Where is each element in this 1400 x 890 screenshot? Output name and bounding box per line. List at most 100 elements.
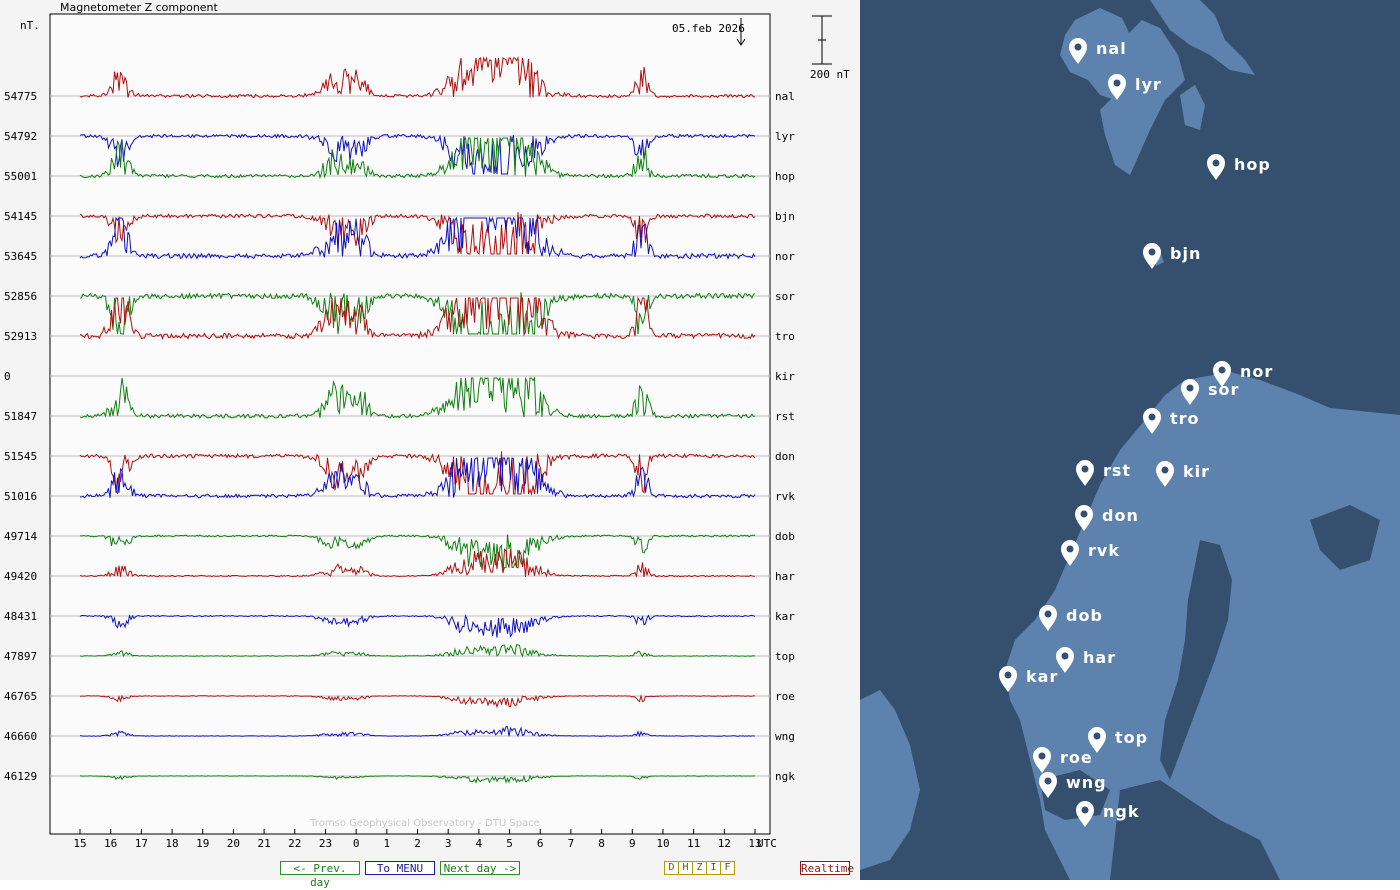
- nordaustlandet-land: [1150, 0, 1255, 75]
- map-pin-hole: [1218, 366, 1226, 374]
- station-trace-lyr: [79, 133, 756, 175]
- x-tick-label: 2: [414, 837, 421, 850]
- station-code-label: kir: [775, 370, 795, 383]
- chart-title: Magnetometer Z component: [60, 1, 219, 14]
- station-pin-nal[interactable]: nal: [1069, 38, 1127, 64]
- station-trace-nal: [79, 56, 756, 99]
- station-pin-hop[interactable]: hop: [1207, 154, 1271, 180]
- station-pin-ngk[interactable]: ngk: [1076, 801, 1139, 827]
- station-code-label: don: [775, 450, 795, 463]
- baseline-value-label: 51847: [4, 410, 37, 423]
- station-map-label: har: [1083, 648, 1116, 667]
- station-map-label: tro: [1170, 409, 1200, 428]
- component-i-button[interactable]: I: [707, 862, 721, 874]
- x-ticks-group: 15 16 17 18 19 20 21 22 23 0 1 2 3 4 5 6 7 8 9 10 11 12 13: [73, 829, 762, 850]
- map-pin-hole: [1066, 545, 1074, 553]
- x-tick-label: 15: [73, 837, 86, 850]
- baseline-value-label: 0: [4, 370, 11, 383]
- x-tick-label: 4: [476, 837, 483, 850]
- map-pin-icon: [1181, 379, 1199, 405]
- x-tick-label: 11: [687, 837, 700, 850]
- map-pin-icon: [1143, 408, 1161, 434]
- component-z-button[interactable]: Z: [693, 862, 707, 874]
- map-pin-icon: [1076, 801, 1094, 827]
- station-pin-sor[interactable]: sor: [1181, 379, 1239, 405]
- map-pin-icon: [1207, 154, 1225, 180]
- baseline-value-label: 46660: [4, 730, 37, 743]
- station-pin-rst[interactable]: rst: [1076, 460, 1131, 486]
- station-pin-lyr[interactable]: lyr: [1108, 74, 1162, 100]
- x-tick-label: 13: [748, 837, 761, 850]
- map-pin-hole: [1044, 777, 1052, 785]
- station-code-label: wng: [775, 730, 795, 743]
- station-trace-hop: [79, 136, 756, 180]
- x-tick-label: 18: [165, 837, 178, 850]
- station-map-label: wng: [1066, 773, 1107, 792]
- map-pin-hole: [1186, 384, 1194, 392]
- x-tick-label: 19: [196, 837, 209, 850]
- station-pin-bjn[interactable]: bjn: [1143, 243, 1201, 269]
- next-day-button[interactable]: Next day ->: [440, 861, 520, 875]
- realtime-button[interactable]: Realtime: [800, 861, 854, 875]
- station-trace-har: [79, 548, 756, 578]
- map-pin-hole: [1113, 79, 1121, 87]
- station-pin-kir[interactable]: kir: [1156, 461, 1210, 487]
- station-pin-rvk[interactable]: rvk: [1061, 540, 1120, 566]
- station-pin-roe[interactable]: roe: [1033, 747, 1093, 773]
- map-pin-hole: [1148, 413, 1156, 421]
- station-code-label: tro: [775, 330, 795, 343]
- x-tick-label: 7: [568, 837, 575, 850]
- map-pin-hole: [1081, 465, 1089, 473]
- station-pin-nor[interactable]: nor: [1213, 361, 1273, 387]
- station-trace-roe: [79, 694, 756, 709]
- station-pin-top[interactable]: top: [1088, 727, 1148, 753]
- station-map-label: ngk: [1103, 802, 1139, 821]
- x-tick-label: 21: [257, 837, 270, 850]
- component-d-button[interactable]: D: [665, 862, 679, 874]
- baseline-value-label: 47897: [4, 650, 37, 663]
- station-pin-dob[interactable]: dob: [1039, 605, 1103, 631]
- map-pin-icon: [1075, 505, 1093, 531]
- map-pin-hole: [1148, 248, 1156, 256]
- station-trace-rvk: [79, 457, 756, 499]
- map-pin-icon: [1213, 361, 1231, 387]
- x-tick-label: 17: [135, 837, 148, 850]
- station-map-label: kir: [1183, 462, 1210, 481]
- component-h-button[interactable]: H: [679, 862, 693, 874]
- station-trace-dob: [79, 534, 756, 573]
- menu-button[interactable]: To MENU: [365, 861, 435, 875]
- station-map-label: top: [1115, 728, 1148, 747]
- station-code-label: top: [775, 650, 795, 663]
- prev-day-button[interactable]: <- Prev. day: [280, 861, 360, 889]
- gulf-of-bothnia-water: [1160, 540, 1232, 780]
- station-pin-har[interactable]: har: [1056, 647, 1116, 673]
- x-tick-label: 12: [718, 837, 731, 850]
- map-pin-hole: [1093, 732, 1101, 740]
- station-code-label: dob: [775, 530, 795, 543]
- station-pin-kar[interactable]: kar: [999, 666, 1058, 692]
- map-pin-icon: [1143, 243, 1161, 269]
- x-tick-label: 16: [104, 837, 117, 850]
- map-pin-hole: [1074, 43, 1082, 51]
- station-trace-top: [79, 644, 756, 658]
- barentsoya-land: [1180, 85, 1205, 130]
- x-tick-label: 22: [288, 837, 301, 850]
- baseline-value-label: 49420: [4, 570, 37, 583]
- station-map-label: rvk: [1088, 541, 1120, 560]
- map-pin-icon: [1033, 747, 1051, 773]
- baseline-value-label: 51545: [4, 450, 37, 463]
- traces-group: 54775 nal 54792 lyr 55001 hop 54145 bjn 53645 nor…: [4, 56, 795, 784]
- baseline-value-label: 48431: [4, 610, 37, 623]
- station-pin-tro[interactable]: tro: [1143, 408, 1200, 434]
- station-pin-wng[interactable]: wng: [1039, 772, 1107, 798]
- station-code-label: roe: [775, 690, 795, 703]
- station-pin-don[interactable]: don: [1075, 505, 1139, 531]
- baseline-value-label: 53645: [4, 250, 37, 263]
- map-pin-hole: [1161, 466, 1169, 474]
- component-f-button[interactable]: F: [724, 862, 731, 873]
- station-code-label: hop: [775, 170, 795, 183]
- map-pin-icon: [1039, 772, 1057, 798]
- x-tick-label: 0: [353, 837, 360, 850]
